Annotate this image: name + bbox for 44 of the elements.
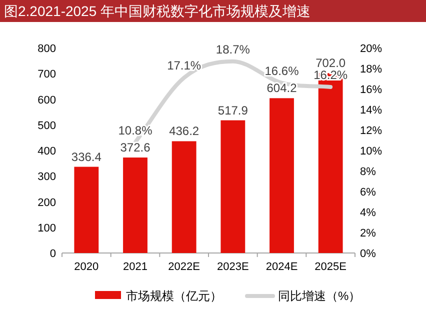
bar (172, 141, 196, 253)
data-label: 436.2 (169, 124, 200, 138)
y2-tick-label: 14% (360, 104, 382, 116)
y-tick-label: 500 (38, 120, 56, 132)
y-tick-label: 700 (38, 68, 56, 81)
y2-tick-label: 0% (360, 248, 376, 260)
data-label: 604.2 (266, 81, 298, 96)
bar (74, 166, 99, 253)
x-tick-label: 2022E (168, 261, 200, 273)
bar (270, 98, 294, 253)
y-tick-label: 600 (38, 94, 56, 106)
y2-tick-label: 6% (360, 186, 376, 198)
x-tick-label: 2024E (266, 261, 298, 273)
y2-tick-label: 12% (360, 125, 382, 137)
data-label: 18.7% (216, 42, 250, 56)
y2-tick-label: 16% (360, 84, 382, 96)
y-tick-label: 200 (38, 196, 56, 209)
data-label: 517.9 (218, 103, 248, 118)
x-tick-label: 2025E (314, 261, 346, 273)
y2-tick-label: 4% (360, 207, 376, 219)
data-label: 336.4 (71, 150, 102, 164)
y2-tick-label: 20% (360, 43, 382, 55)
x-tick-label: 2020 (74, 261, 99, 273)
y-tick-label: 0 (50, 248, 56, 260)
data-label: 17.1% (167, 58, 202, 73)
y-tick-label: 800 (38, 43, 56, 55)
bar (123, 158, 148, 253)
y-tick-label: 100 (38, 222, 56, 234)
data-label: 702.0 (316, 56, 346, 70)
x-tick-label: 2021 (123, 261, 148, 273)
legend-label: 市场规模（亿元） (126, 289, 222, 303)
data-label: 372.6 (120, 140, 151, 155)
y2-tick-label: 2% (360, 228, 376, 240)
chart-title: 图2.2021-2025 年中国财税数字化市场规模及增速 (4, 3, 311, 19)
bar (220, 120, 246, 253)
y2-tick-label: 10% (360, 146, 382, 158)
y2-tick-label: 18% (360, 64, 382, 76)
x-tick-label: 2023E (217, 261, 249, 273)
data-label: 10.8% (118, 123, 153, 138)
y-tick-label: 300 (38, 171, 56, 184)
y-tick-label: 400 (38, 146, 56, 158)
legend-label: 同比增速（%） (278, 289, 361, 303)
y2-tick-label: 8% (360, 166, 376, 178)
data-label: 16.6% (264, 64, 300, 78)
